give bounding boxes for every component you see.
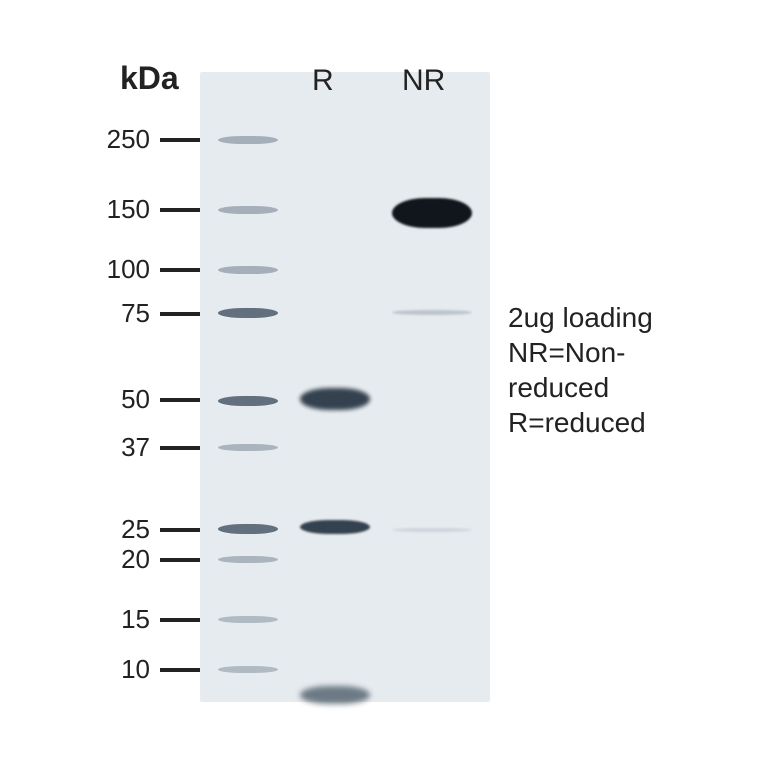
gel-band bbox=[218, 556, 278, 563]
gel-membrane bbox=[200, 72, 490, 702]
ladder-tick-dash bbox=[160, 138, 200, 142]
ladder-tick-dash bbox=[160, 446, 200, 450]
ladder-tick-label: 75 bbox=[90, 298, 150, 329]
gel-band bbox=[300, 520, 370, 534]
ladder-tick-dash bbox=[160, 312, 200, 316]
ladder-tick-dash bbox=[160, 668, 200, 672]
ladder-tick-dash bbox=[160, 208, 200, 212]
ladder-tick-label: 50 bbox=[90, 384, 150, 415]
gel-band bbox=[392, 310, 472, 315]
gel-band bbox=[218, 444, 278, 451]
gel-band bbox=[218, 206, 278, 214]
annotation-line: reduced bbox=[508, 370, 653, 405]
ladder-tick-dash bbox=[160, 558, 200, 562]
gel-band bbox=[218, 524, 278, 534]
gel-band bbox=[218, 266, 278, 274]
ladder-tick-label: 250 bbox=[90, 124, 150, 155]
ladder-tick-label: 10 bbox=[90, 654, 150, 685]
gel-band bbox=[218, 136, 278, 144]
gel-band bbox=[218, 616, 278, 623]
gel-band bbox=[218, 396, 278, 406]
lane-header: NR bbox=[402, 64, 445, 98]
gel-band bbox=[392, 528, 472, 532]
ladder-tick-dash bbox=[160, 618, 200, 622]
ladder-tick-dash bbox=[160, 268, 200, 272]
ladder-tick-label: 150 bbox=[90, 194, 150, 225]
gel-band bbox=[218, 308, 278, 318]
annotation-line: 2ug loading bbox=[508, 300, 653, 335]
loading-annotation: 2ug loadingNR=Non-reducedR=reduced bbox=[508, 300, 653, 440]
ladder-tick-dash bbox=[160, 528, 200, 532]
gel-band bbox=[300, 388, 370, 410]
ladder-tick-label: 100 bbox=[90, 254, 150, 285]
kda-axis-label: kDa bbox=[120, 60, 179, 97]
ladder-tick-label: 15 bbox=[90, 604, 150, 635]
annotation-line: R=reduced bbox=[508, 405, 653, 440]
ladder-tick-label: 20 bbox=[90, 544, 150, 575]
ladder-tick-label: 25 bbox=[90, 514, 150, 545]
gel-band bbox=[218, 666, 278, 673]
lane-header: R bbox=[312, 64, 334, 98]
gel-figure: kDa R NR 250 150 100 75 50 37 2520 15 10 2ug load… bbox=[0, 0, 764, 764]
annotation-line: NR=Non- bbox=[508, 335, 653, 370]
ladder-tick-label: 37 bbox=[90, 432, 150, 463]
gel-band bbox=[300, 686, 370, 704]
ladder-tick-dash bbox=[160, 398, 200, 402]
gel-band bbox=[392, 198, 472, 228]
